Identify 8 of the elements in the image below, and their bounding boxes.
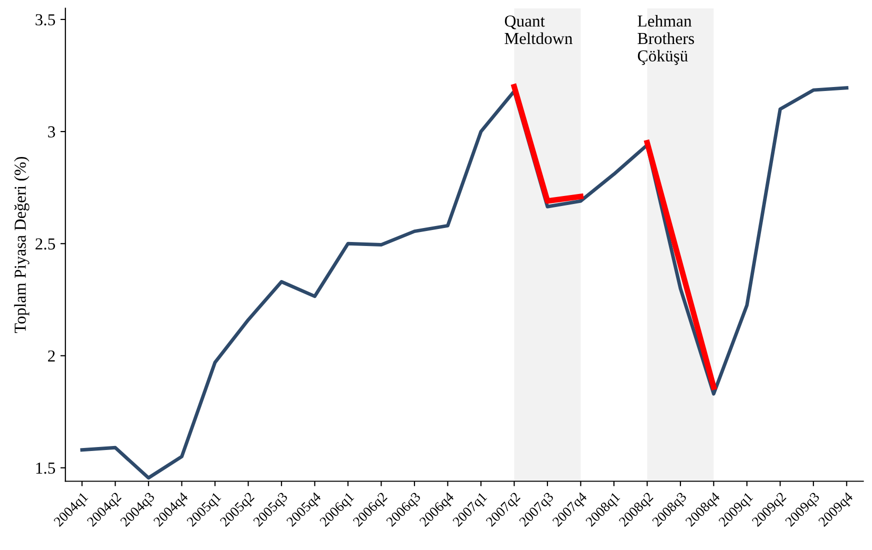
band-label: Lehman Brothers Çöküşü [638,14,694,65]
y-axis-title: Toplam Piyasa Değeri (%) [14,156,30,333]
y-tick-label: 2 [48,350,55,362]
y-tick-label: 3.5 [36,14,56,26]
y-tick-label: 3 [48,126,56,138]
y-tick-label: 2.5 [36,238,56,250]
band-label: Quant Meltdown [504,16,572,44]
y-tick-label: 1.5 [36,462,56,474]
